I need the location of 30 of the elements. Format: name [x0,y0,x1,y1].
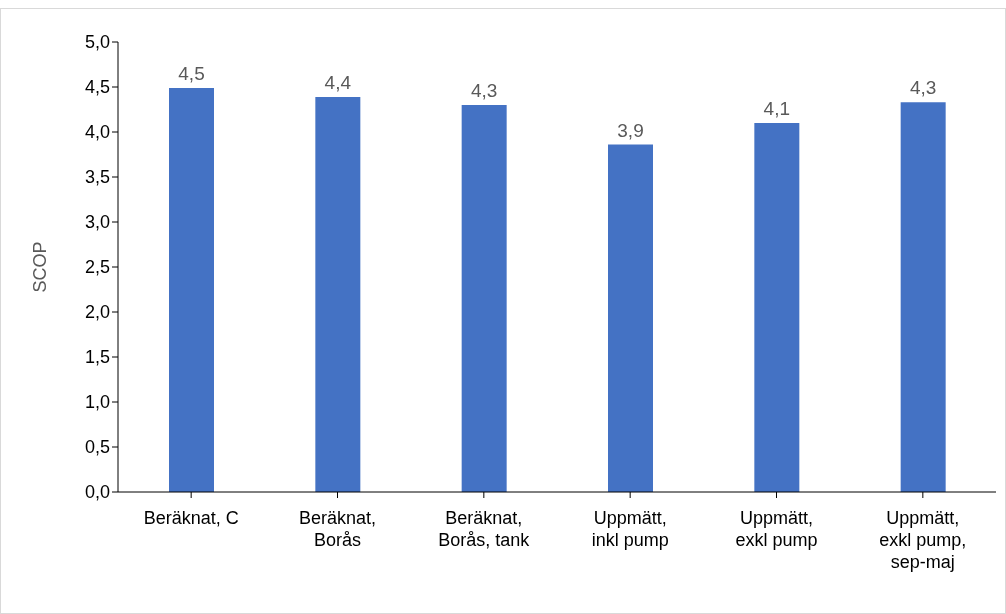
y-tick-label: 5,0 [84,32,110,53]
data-label: 3,9 [617,119,644,141]
bar [461,105,507,492]
y-tick-label: 3,0 [84,212,110,233]
bar [754,123,800,492]
x-tick-label: Uppmätt, inkl pump [591,508,669,550]
y-tick-label: 1,0 [84,392,110,413]
y-tick-label: 2,5 [84,257,110,278]
y-tick-label: 2,0 [84,302,110,323]
y-axis-title: SCOP [30,241,51,293]
y-tick-label: 1,5 [84,347,110,368]
y-tick-label: 0,5 [84,437,110,458]
data-label: 4,4 [324,71,352,93]
y-tick-label: 4,0 [84,122,110,143]
bar [315,96,361,492]
data-label: 4,1 [763,98,791,119]
bar [169,87,214,492]
y-tick-label: 4,5 [84,77,110,98]
y-tick-label: 0,0 [84,482,110,503]
data-label: 4,3 [909,77,937,99]
data-label: 4,5 [178,62,205,84]
x-tick-label: Uppmätt, exkl pump, sep-maj [879,508,967,572]
y-tick-label: 3,5 [84,167,110,188]
x-tick-label: Beräknat, C [143,508,239,528]
data-label: 4,3 [470,80,498,101]
x-tick-label: Uppmätt, exkl pump [735,508,818,550]
bar [900,102,946,492]
x-tick-label: Beräknat, Borås, tank [438,508,531,550]
x-tick-label: Beräknat, Borås [298,508,377,550]
bar [608,144,653,492]
